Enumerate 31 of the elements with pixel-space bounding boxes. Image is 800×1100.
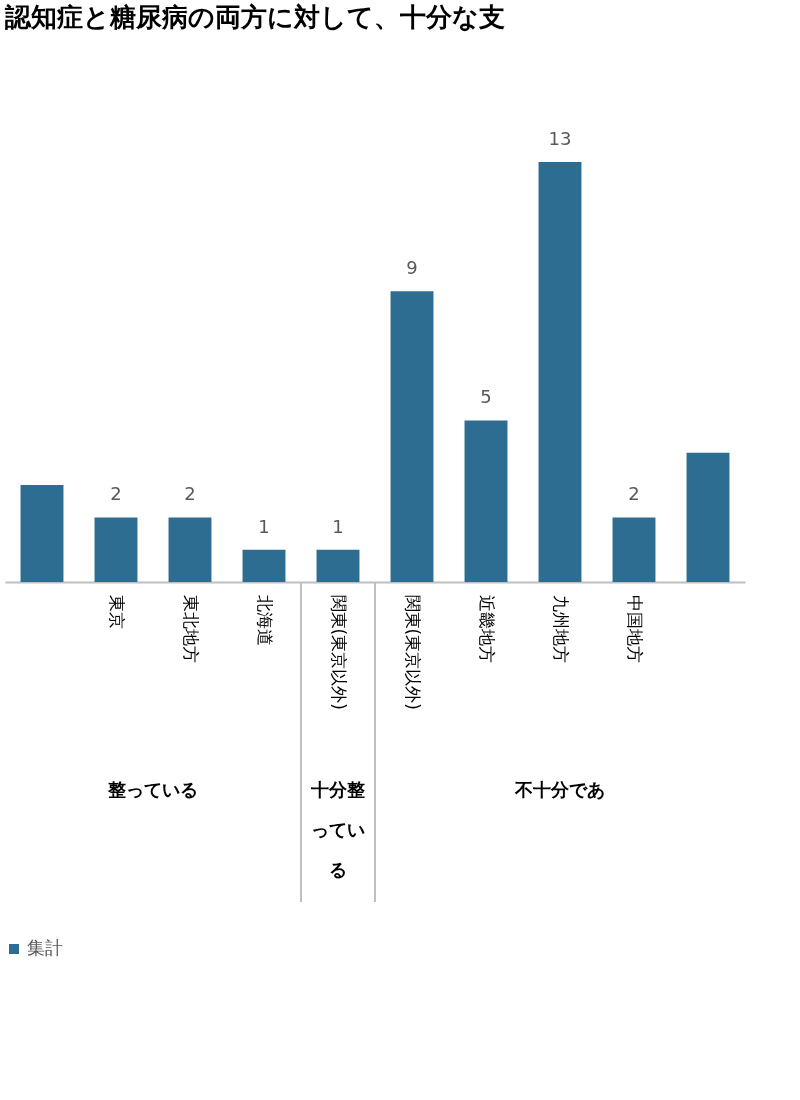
bar bbox=[94, 517, 138, 582]
text: 不十分であ bbox=[514, 779, 605, 800]
data-label: 2 bbox=[110, 483, 122, 505]
data-label: 1 bbox=[332, 515, 344, 537]
text: 十分整っている bbox=[310, 779, 365, 880]
x-tick-label: 関東(東京以外) bbox=[403, 594, 423, 710]
bar bbox=[538, 162, 582, 582]
x-tick-label: 九州地方 bbox=[551, 594, 571, 663]
bar bbox=[464, 420, 508, 582]
data-label: 9 bbox=[406, 257, 418, 279]
bar bbox=[612, 517, 656, 582]
data-label: 1 bbox=[258, 515, 270, 537]
bar bbox=[316, 549, 360, 582]
x-tick-label: 東京 bbox=[107, 594, 127, 629]
data-label: 2 bbox=[628, 483, 640, 505]
x-tick-label: 中国地方 bbox=[625, 594, 645, 663]
data-label: 13 bbox=[548, 128, 572, 149]
bar bbox=[168, 517, 212, 582]
bar bbox=[242, 549, 286, 582]
x-tick-label: 関東(東京以外) bbox=[329, 594, 349, 710]
chart-title: 認知症と糖尿病の両方に対して、十分な支 bbox=[4, 2, 505, 32]
bar bbox=[20, 485, 64, 582]
data-label: 5 bbox=[480, 386, 492, 408]
x-tick-label: 近畿地方 bbox=[477, 594, 497, 663]
data-label: 2 bbox=[184, 483, 196, 505]
x-tick-label: 東北地方 bbox=[181, 594, 201, 663]
bar bbox=[390, 291, 434, 582]
legend-label: 集計 bbox=[27, 937, 63, 958]
x-tick-label: 北海道 bbox=[255, 594, 275, 646]
bar bbox=[686, 452, 730, 582]
text: 整っている bbox=[107, 779, 198, 800]
